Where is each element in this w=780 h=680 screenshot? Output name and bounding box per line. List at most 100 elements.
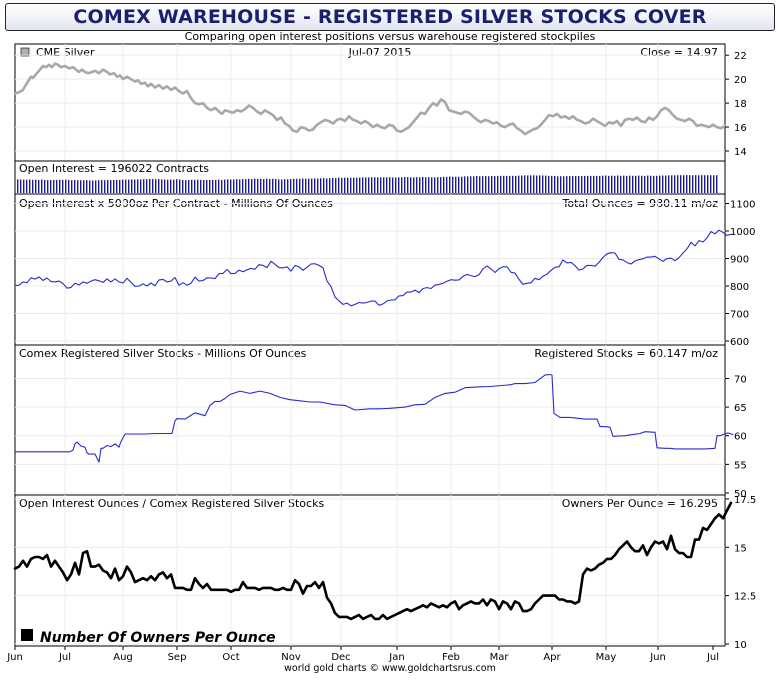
open-interest-bar — [686, 175, 688, 193]
open-interest-bar — [188, 179, 190, 193]
open-interest-bar — [206, 180, 208, 193]
open-interest-bar — [107, 179, 109, 193]
open-interest-bar — [527, 175, 529, 193]
open-interest-bar — [92, 180, 94, 193]
open-interest-bar — [557, 176, 559, 193]
open-interest-bar — [203, 179, 205, 193]
registered-stocks-value: Registered Stocks = 60.147 m/oz — [534, 347, 718, 360]
open-interest-bar — [650, 175, 652, 193]
open-interest-bar — [389, 177, 391, 193]
open-interest-bar — [26, 179, 28, 193]
registered-stocks-label: Comex Registered Silver Stocks - Million… — [19, 347, 307, 360]
open-interest-bar — [80, 180, 82, 193]
open-interest-bar — [362, 177, 364, 193]
open-interest-bar — [437, 177, 439, 193]
open-interest-bar — [332, 178, 334, 193]
open-interest-bar — [296, 178, 298, 193]
open-interest-bar — [233, 179, 235, 193]
open-interest-bar — [77, 180, 79, 193]
open-interest-bar — [173, 179, 175, 193]
open-interest-bar — [614, 175, 616, 193]
open-interest-bar — [539, 175, 541, 193]
open-interest-bar — [413, 177, 415, 193]
open-interest-bar — [419, 177, 421, 193]
open-interest-bar — [500, 175, 502, 193]
x-tick-label: Jan — [388, 652, 404, 663]
open-interest-bar — [194, 179, 196, 193]
open-interest-bar — [326, 178, 328, 193]
open-interest-bar — [611, 175, 613, 193]
open-interest-bar — [593, 175, 595, 193]
open-interest-bar — [371, 177, 373, 193]
open-interest-bar — [320, 178, 322, 193]
open-interest-bar — [542, 175, 544, 193]
open-interest-bar — [410, 177, 412, 193]
open-interest-bar — [470, 176, 472, 193]
open-interest-bar — [164, 179, 166, 193]
open-interest-bar — [98, 180, 100, 193]
open-interest-bar — [140, 179, 142, 193]
open-interest-bar — [41, 179, 43, 193]
open-interest-bar — [350, 177, 352, 193]
open-interest-bar — [569, 176, 571, 193]
open-interest-bar — [128, 179, 130, 193]
open-interest-bar — [623, 175, 625, 193]
open-interest-bar — [155, 179, 157, 193]
open-interest-bar — [545, 175, 547, 193]
open-interest-bar — [35, 179, 37, 193]
open-interest-bar — [665, 175, 667, 193]
open-interest-bar — [290, 179, 292, 193]
y-tick-label: 1000 — [730, 227, 755, 238]
open-interest-bar — [197, 179, 199, 193]
open-interest-bar — [707, 175, 709, 193]
open-interest-bar — [17, 179, 19, 193]
open-interest-bar — [638, 175, 640, 193]
open-interest-bar — [149, 179, 151, 193]
owners-legend: Number Of Owners Per Ounce — [40, 630, 276, 646]
open-interest-bar — [653, 175, 655, 193]
open-interest-bar — [23, 179, 25, 193]
open-interest-bar — [509, 175, 511, 193]
open-interest-bar — [62, 179, 64, 193]
open-interest-bar — [209, 179, 211, 193]
open-interest-bar — [512, 175, 514, 193]
panel-open-interest-contracts: Open Interest = 196022 Contracts — [14, 160, 726, 195]
open-interest-bar — [392, 177, 394, 193]
open-interest-bar — [530, 175, 532, 193]
open-interest-bar — [254, 178, 256, 193]
open-interest-bar — [551, 175, 553, 193]
open-interest-bar — [695, 175, 697, 193]
chart-subtitle: Comparing open interest positions versus… — [184, 30, 596, 43]
open-interest-bar — [101, 180, 103, 193]
x-tick-label: Jun — [6, 652, 23, 663]
y-tick-label: 16 — [734, 123, 747, 134]
open-interest-bar — [464, 176, 466, 193]
open-interest-bar — [224, 179, 226, 193]
open-interest-bar — [236, 179, 238, 193]
open-interest-bar — [272, 178, 274, 193]
open-interest-bar — [221, 180, 223, 193]
open-interest-bar — [536, 175, 538, 193]
open-interest-bar — [245, 179, 247, 193]
open-interest-bar — [293, 178, 295, 193]
open-interest-bar — [590, 175, 592, 193]
open-interest-bar — [305, 178, 307, 193]
open-interest-bar — [95, 180, 97, 193]
open-interest-bar — [458, 176, 460, 193]
open-interest-bar — [275, 179, 277, 193]
open-interest-bar — [323, 178, 325, 193]
open-interest-bar — [452, 176, 454, 193]
x-tick-label: Jul — [58, 652, 71, 663]
open-interest-bar — [404, 177, 406, 193]
y-tick-label: 18 — [734, 99, 747, 110]
open-interest-bar — [110, 180, 112, 193]
owners-per-ounce-line — [13, 501, 733, 621]
x-tick-label: Sep — [168, 652, 187, 663]
open-interest-bar — [314, 178, 316, 193]
open-interest-bar — [308, 178, 310, 193]
open-interest-bar — [401, 177, 403, 193]
open-interest-bar — [74, 180, 76, 193]
open-interest-bar — [395, 177, 397, 193]
open-interest-bar — [167, 179, 169, 193]
open-interest-bar — [674, 175, 676, 193]
